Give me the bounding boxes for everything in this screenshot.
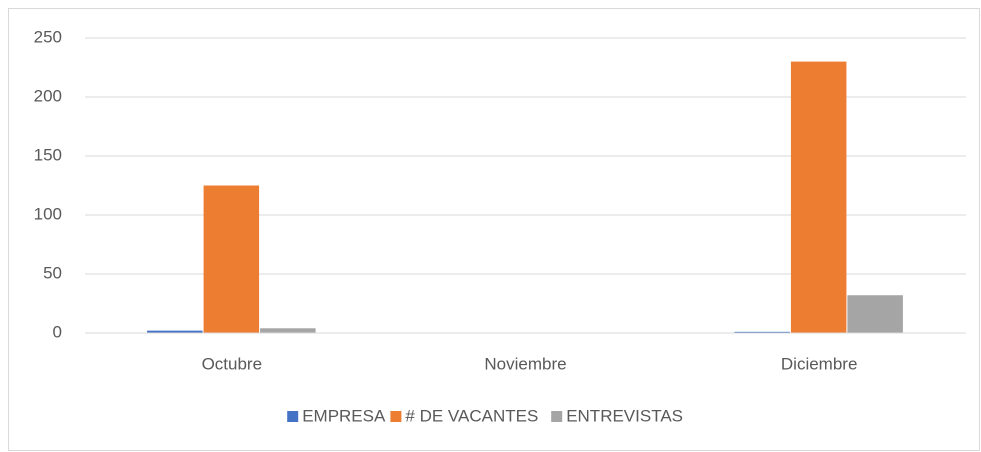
y-tick-label: 150 bbox=[34, 145, 62, 164]
legend-label: ENTREVISTAS bbox=[566, 406, 683, 425]
x-tick-label: Octubre bbox=[202, 354, 262, 373]
y-tick-label: 100 bbox=[34, 204, 62, 223]
legend-label: # DE VACANTES bbox=[405, 406, 538, 425]
bar bbox=[260, 328, 316, 333]
bar bbox=[147, 330, 203, 333]
bar bbox=[203, 185, 260, 333]
y-tick-label: 200 bbox=[34, 86, 62, 105]
bar bbox=[847, 295, 903, 333]
y-tick-label: 250 bbox=[34, 27, 62, 46]
legend-swatch bbox=[390, 411, 402, 422]
legend-swatch bbox=[287, 411, 299, 422]
x-tick-label: Noviembre bbox=[484, 354, 566, 373]
x-tick-label: Diciembre bbox=[781, 354, 858, 373]
legend-label: EMPRESA bbox=[302, 406, 386, 425]
y-tick-label: 0 bbox=[53, 322, 62, 341]
legend-swatch bbox=[551, 411, 563, 422]
bar bbox=[790, 61, 847, 333]
bar bbox=[734, 331, 790, 333]
y-tick-label: 50 bbox=[43, 263, 62, 282]
